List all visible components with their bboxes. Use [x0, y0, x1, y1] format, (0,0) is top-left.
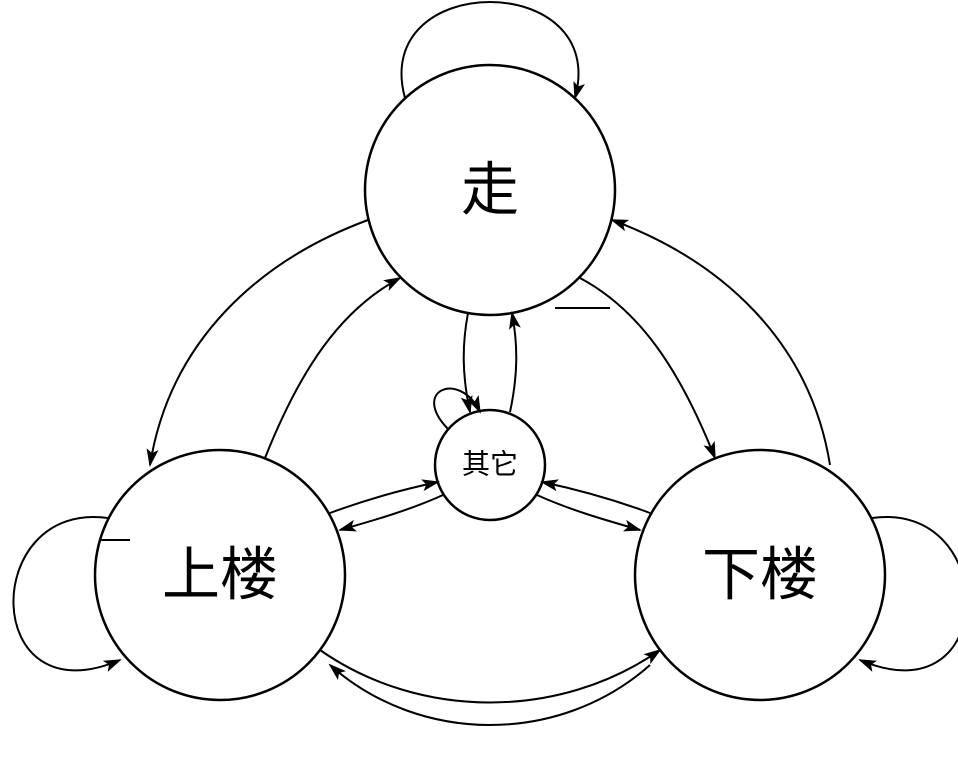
edge-walk-to-downstairs — [580, 278, 715, 458]
edge-walk-self — [402, 2, 579, 98]
node-upstairs: 上楼 — [95, 450, 345, 700]
edge-other-to-walk — [510, 313, 516, 412]
node-downstairs: 下楼 — [635, 450, 885, 700]
state-transition-diagram: 走上楼 下楼 其它 — [0, 0, 958, 762]
edge-downstairs-to-walk — [612, 220, 830, 465]
node-other: 其它 — [435, 410, 545, 520]
edge-upstairs-to-walk — [265, 278, 400, 458]
edge-downstairs-self — [860, 517, 958, 670]
edge-walk-to-upstairs — [150, 220, 368, 465]
edges-layer — [13, 2, 958, 725]
node-label-walk: 走 — [461, 158, 519, 223]
node-label-downstairs: 下楼 — [702, 543, 818, 608]
edge-other-self — [434, 389, 480, 429]
edge-other-to-downstairs — [537, 495, 640, 530]
nodes-layer: 走上楼 下楼 其它 — [95, 65, 885, 700]
edge-downstairs-to-upstairs — [330, 665, 650, 725]
node-label-upstairs: 上楼 — [162, 543, 278, 608]
node-label-other: 其它 — [462, 449, 518, 481]
edge-upstairs-to-other — [330, 482, 438, 513]
node-walk: 走 — [365, 65, 615, 315]
edge-other-to-upstairs — [340, 495, 443, 530]
edge-downstairs-to-other — [542, 482, 650, 513]
